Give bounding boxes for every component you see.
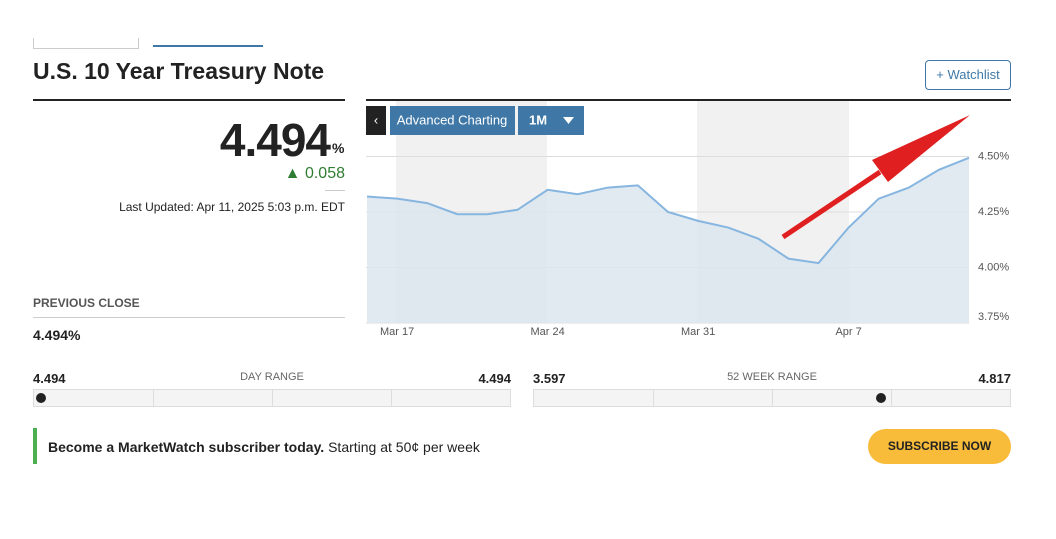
range-bar <box>533 389 1011 407</box>
promo-text: Starting at 50¢ per week <box>328 439 480 455</box>
range-bar <box>33 389 511 407</box>
title: U.S. 10 Year Treasury Note <box>33 58 325 84</box>
promo-bold: Become a MarketWatch subscriber today. <box>48 439 325 455</box>
bar-divider <box>153 390 154 406</box>
advanced-label: Advanced Charting <box>397 112 508 127</box>
range-marker <box>875 393 886 403</box>
prev-close-value: 4.494% <box>33 327 81 343</box>
price: 4.494 <box>219 114 331 166</box>
y-tick-label: 4.00% <box>978 261 1009 273</box>
bar-divider <box>391 390 392 406</box>
x-tick-label: Mar 31 <box>681 326 715 338</box>
bar-divider <box>891 390 892 406</box>
unit: % <box>332 140 345 156</box>
back-icon: ‹ <box>374 112 378 127</box>
last-updated: Last Updated: Apr 11, 2025 5:03 p.m. EDT <box>119 200 345 214</box>
line <box>366 156 970 265</box>
bar-divider <box>653 390 654 406</box>
area <box>367 157 969 323</box>
change: ▲ 0.058 <box>284 165 345 182</box>
wk52-high: 4.817 <box>978 371 1011 386</box>
x-tick-label: Mar 24 <box>530 326 564 338</box>
day-range-label: DAY RANGE <box>240 371 304 383</box>
bar-divider <box>272 390 273 406</box>
promo-accent <box>33 428 37 464</box>
advanced-button[interactable] <box>390 106 515 135</box>
subscribe-button[interactable]: SUBSCRIBE NOW <box>868 429 1011 464</box>
x-tick-label: Apr 7 <box>835 326 861 338</box>
y-tick-label: 4.50% <box>978 150 1009 162</box>
day-high: 4.494 <box>478 371 511 386</box>
x-tick-label: Mar 17 <box>380 326 414 338</box>
dropdown-icon <box>563 117 574 124</box>
y-tick-label: 3.75% <box>978 311 1009 323</box>
wk52-range-label: 52 WEEK RANGE <box>727 371 817 383</box>
back-button[interactable] <box>366 106 386 135</box>
watchlist-button[interactable]: + Watchlist <box>925 60 1011 90</box>
annotation-arrow <box>781 115 970 240</box>
period-label: 1M <box>529 112 547 127</box>
prev-close-label: PREVIOUS CLOSE <box>33 296 140 310</box>
range-marker <box>36 393 46 403</box>
rule <box>33 99 345 101</box>
rule <box>366 99 1011 101</box>
bar-divider <box>772 390 773 406</box>
day-low: 4.494 <box>33 371 66 386</box>
tab <box>33 38 139 49</box>
change-value: 0.058 <box>304 165 345 182</box>
rule <box>325 190 345 191</box>
period-button[interactable] <box>518 106 584 135</box>
wk52-low: 3.597 <box>533 371 566 386</box>
watchlist-label: Watchlist <box>947 67 1000 82</box>
tab-underline <box>153 45 263 47</box>
y-tick-label: 4.25% <box>978 206 1009 218</box>
rule <box>33 317 345 318</box>
promo: Become a MarketWatch subscriber today. S… <box>48 439 480 455</box>
chart: 3.75% 4.00% 4.25% 4.50% Mar 17 Mar 24 Mar 31 Ap… <box>366 101 1009 338</box>
